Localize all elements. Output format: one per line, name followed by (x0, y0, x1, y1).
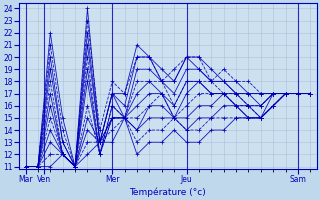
X-axis label: Température (°c): Température (°c) (130, 187, 206, 197)
